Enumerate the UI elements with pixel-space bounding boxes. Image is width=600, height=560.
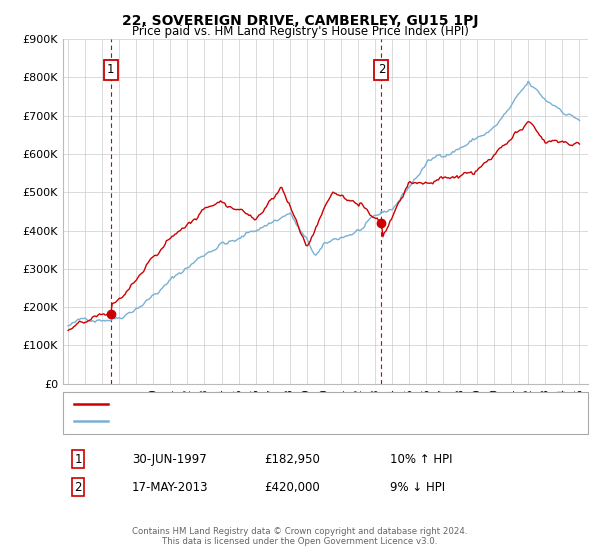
Text: Price paid vs. HM Land Registry's House Price Index (HPI): Price paid vs. HM Land Registry's House …	[131, 25, 469, 38]
Text: 10% ↑ HPI: 10% ↑ HPI	[390, 452, 452, 466]
Text: 1: 1	[107, 63, 115, 76]
Text: 1: 1	[74, 452, 82, 466]
Text: 17-MAY-2013: 17-MAY-2013	[132, 480, 209, 494]
Text: £182,950: £182,950	[264, 452, 320, 466]
Text: 9% ↓ HPI: 9% ↓ HPI	[390, 480, 445, 494]
Text: 22, SOVEREIGN DRIVE, CAMBERLEY, GU15 1PJ (detached house): 22, SOVEREIGN DRIVE, CAMBERLEY, GU15 1PJ…	[115, 399, 467, 409]
Text: 2: 2	[74, 480, 82, 494]
Text: £420,000: £420,000	[264, 480, 320, 494]
Text: 22, SOVEREIGN DRIVE, CAMBERLEY, GU15 1PJ: 22, SOVEREIGN DRIVE, CAMBERLEY, GU15 1PJ	[122, 14, 478, 28]
Text: 30-JUN-1997: 30-JUN-1997	[132, 452, 207, 466]
Text: 2: 2	[377, 63, 385, 76]
Text: Contains HM Land Registry data © Crown copyright and database right 2024.
This d: Contains HM Land Registry data © Crown c…	[132, 526, 468, 546]
Text: HPI: Average price, detached house, Surrey Heath: HPI: Average price, detached house, Surr…	[115, 417, 389, 426]
